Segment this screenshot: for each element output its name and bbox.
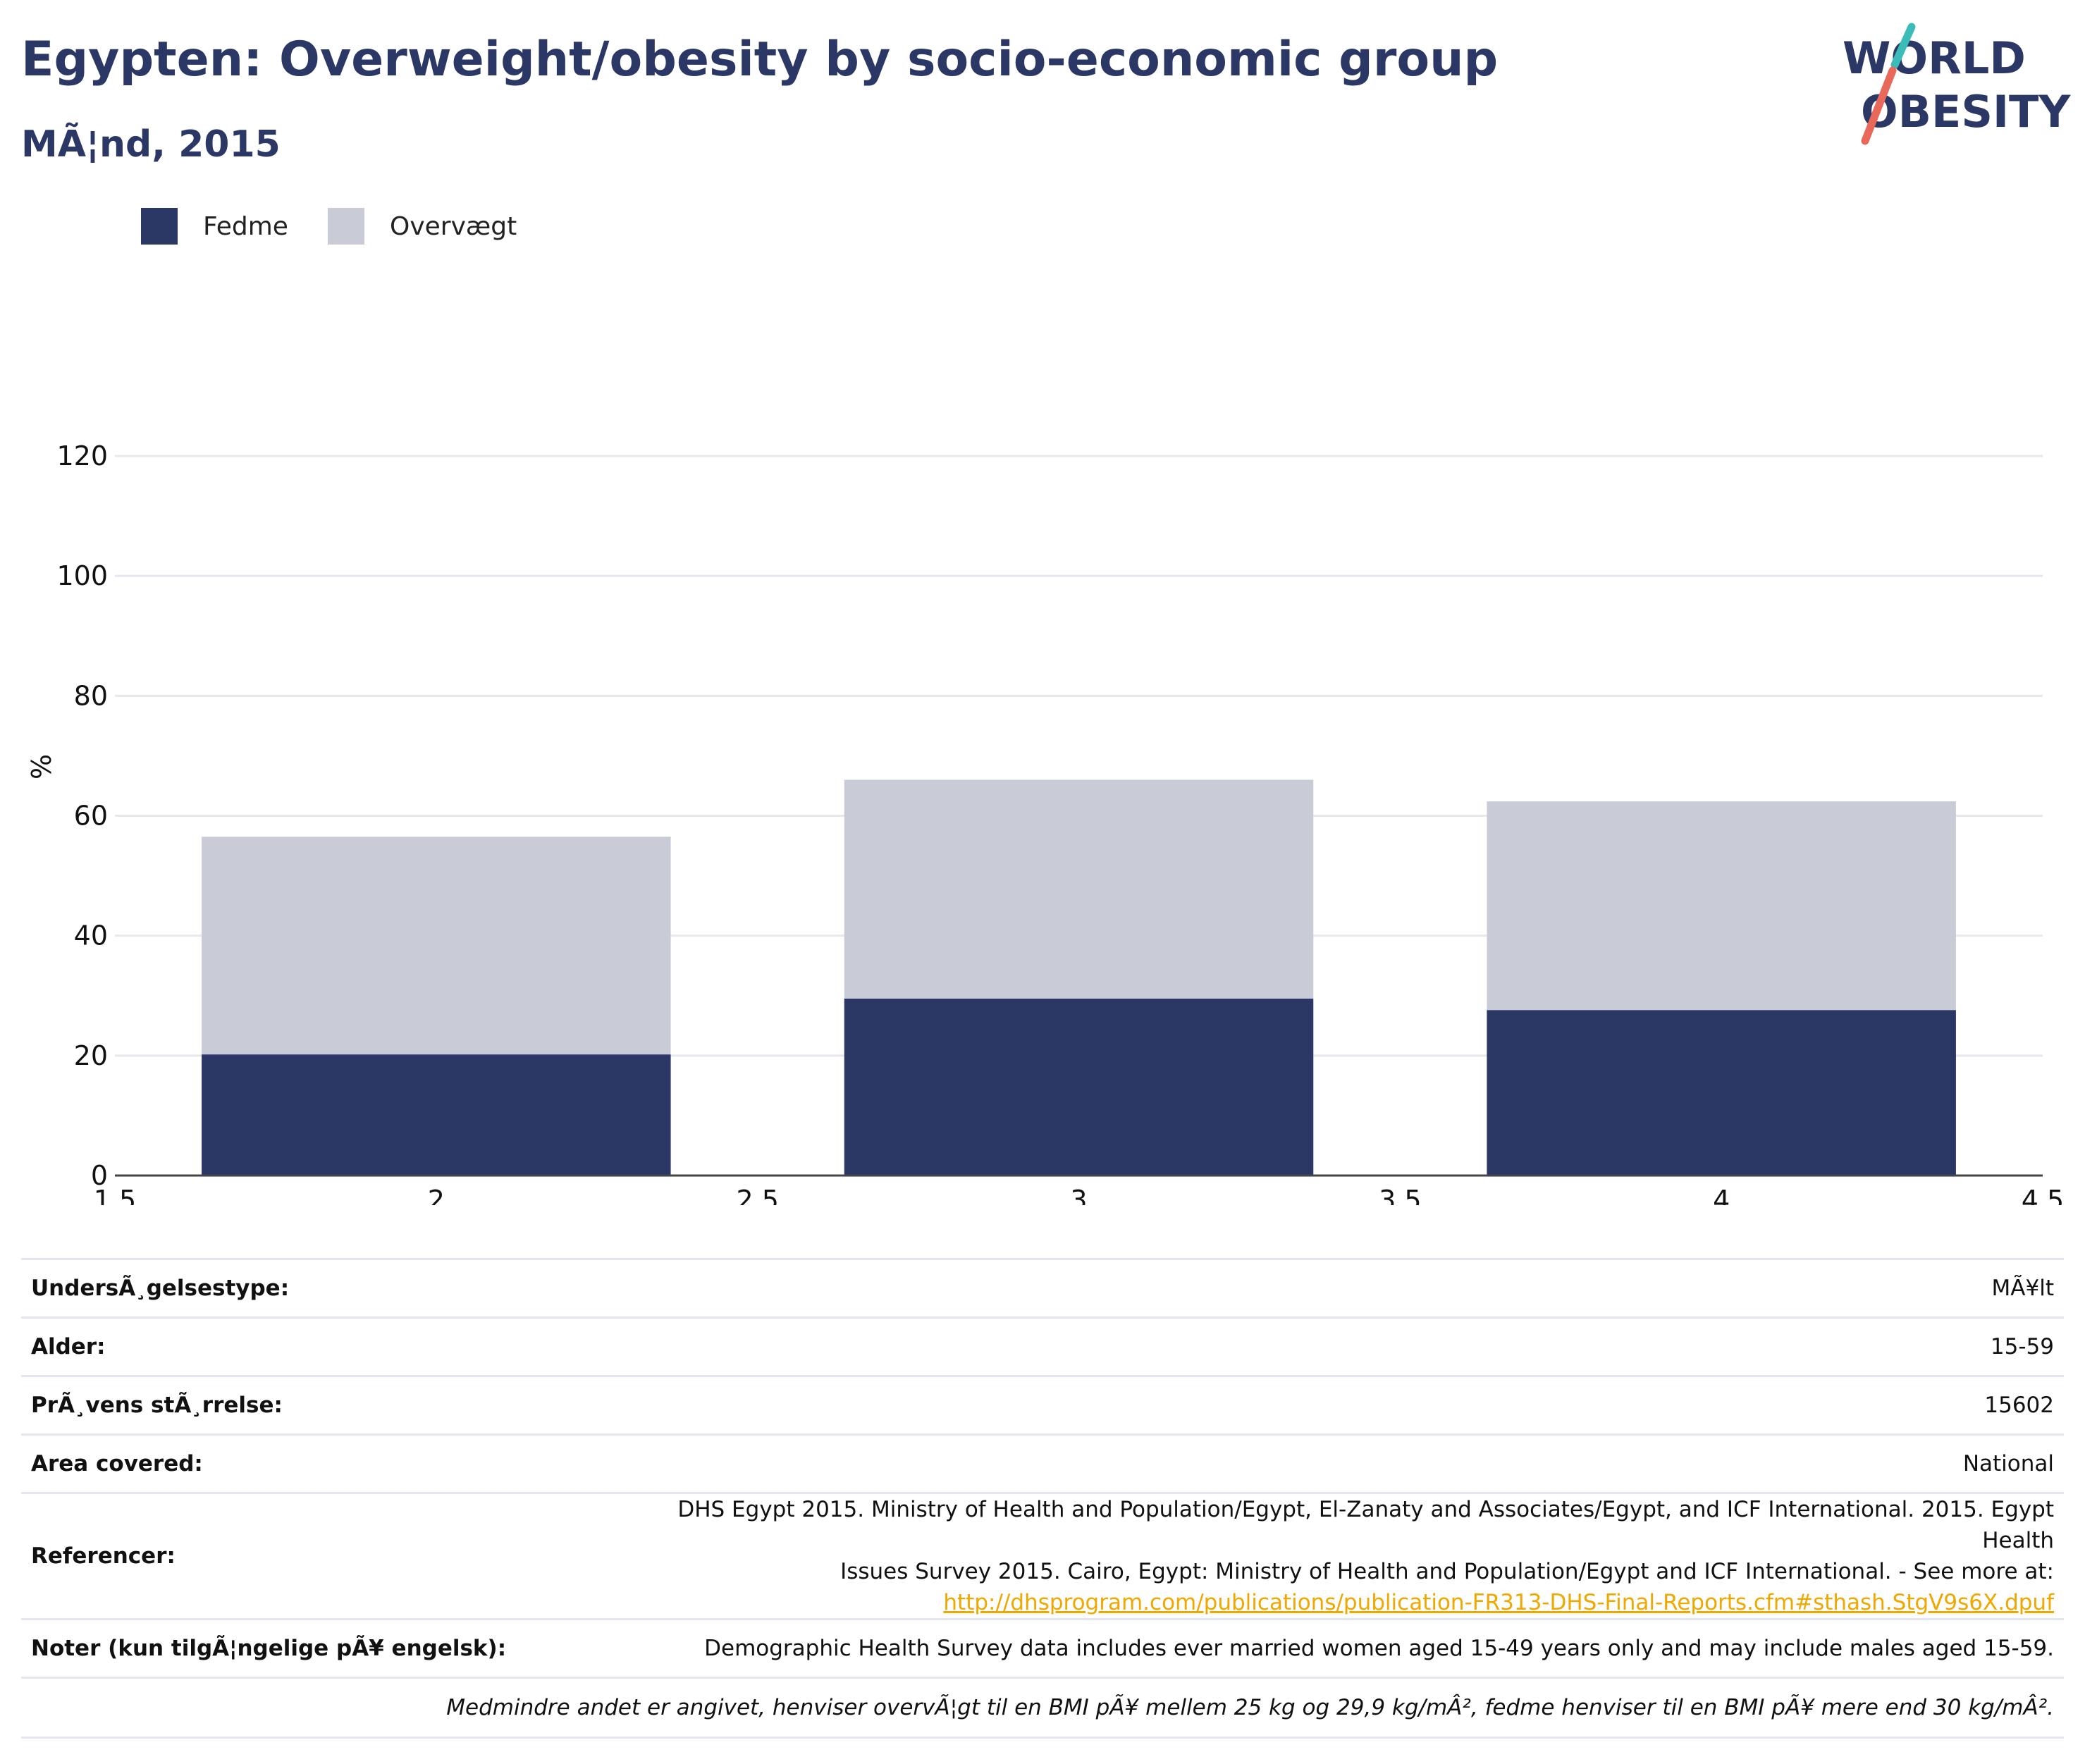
chart-subtitle: MÃ¦nd, 2015 bbox=[21, 123, 281, 166]
y-tick-label: 40 bbox=[74, 920, 108, 951]
info-row-age: Alder: 15-59 bbox=[21, 1316, 2064, 1376]
bar-fedme-4 bbox=[1487, 1010, 1956, 1176]
footnote-text: Medmindre andet er angivet, henviser ove… bbox=[21, 1677, 2064, 1739]
bar-fedme-2 bbox=[202, 1054, 671, 1176]
y-tick-label: 20 bbox=[74, 1040, 108, 1071]
info-value: 15-59 bbox=[619, 1316, 2064, 1376]
legend-label-overvaegt: Overvægt bbox=[390, 211, 517, 241]
axes: 0 20 40 60 80 100 120 1.5 2 2.5 3 3.5 4 4.5 bbox=[56, 440, 2064, 1205]
world-obesity-logo: WORLD OBESITY bbox=[1843, 23, 2071, 145]
references-link[interactable]: http://dhsprogram.com/publications/publi… bbox=[943, 1590, 2054, 1615]
info-row-area: Area covered: National bbox=[21, 1433, 2064, 1493]
y-tick-label: 0 bbox=[91, 1160, 108, 1191]
bar-overvgt-3 bbox=[844, 779, 1314, 999]
info-label: Alder: bbox=[21, 1316, 619, 1376]
info-row-footnote: Medmindre andet er angivet, henviser ove… bbox=[21, 1677, 2064, 1739]
references-value: DHS Egypt 2015. Ministry of Health and P… bbox=[619, 1492, 2064, 1620]
chart-title: Egypten: Overweight/obesity by socio-eco… bbox=[21, 32, 1499, 87]
info-value: 15602 bbox=[619, 1375, 2064, 1435]
y-tick-label: 80 bbox=[74, 680, 108, 711]
bars bbox=[202, 779, 1956, 1176]
legend-item-fedme[interactable]: Fedme bbox=[141, 208, 288, 245]
x-tick-label: 4.5 bbox=[2022, 1185, 2064, 1205]
info-value: National bbox=[619, 1433, 2064, 1493]
legend-swatch-overvaegt bbox=[328, 208, 364, 245]
info-label: Area covered: bbox=[21, 1433, 619, 1493]
info-row-sample-size: PrÃ¸vens stÃ¸rrelse: 15602 bbox=[21, 1375, 2064, 1435]
legend-label-fedme: Fedme bbox=[203, 211, 288, 241]
info-row-survey-type: UndersÃ¸gelsestype: MÃ¥lt bbox=[21, 1258, 2064, 1318]
x-tick-label: 3.5 bbox=[1379, 1185, 1421, 1205]
stacked-bar-chart: 0 20 40 60 80 100 120 1.5 2 2.5 3 3.5 4 4.5 % bbox=[26, 440, 2064, 1205]
references-text-line-1: DHS Egypt 2015. Ministry of Health and P… bbox=[677, 1497, 2054, 1553]
info-value: Demographic Health Survey data includes … bbox=[619, 1618, 2064, 1678]
info-row-references: Referencer: DHS Egypt 2015. Ministry of … bbox=[21, 1492, 2064, 1620]
y-tick-label: 60 bbox=[74, 801, 108, 832]
x-tick-label: 4 bbox=[1713, 1185, 1730, 1205]
info-label: Referencer: bbox=[21, 1492, 619, 1620]
info-row-notes: Noter (kun tilgÃ¦ngelige pÃ¥ engelsk): D… bbox=[21, 1618, 2064, 1678]
y-axis-label: % bbox=[26, 754, 57, 779]
x-tick-label: 2 bbox=[428, 1185, 445, 1205]
bar-overvgt-2 bbox=[202, 837, 671, 1055]
info-value: MÃ¥lt bbox=[619, 1258, 2064, 1318]
logo-slash-coral bbox=[1861, 66, 1897, 145]
bar-overvgt-4 bbox=[1487, 801, 1956, 1011]
info-label: UndersÃ¸gelsestype: bbox=[21, 1258, 619, 1318]
info-label: Noter (kun tilgÃ¦ngelige pÃ¥ engelsk): bbox=[21, 1618, 619, 1678]
x-tick-label: 3 bbox=[1070, 1185, 1087, 1205]
x-tick-label: 2.5 bbox=[736, 1185, 778, 1205]
x-tick-label: 1.5 bbox=[94, 1185, 136, 1205]
info-label: PrÃ¸vens stÃ¸rrelse: bbox=[21, 1375, 619, 1435]
legend-item-overvaegt[interactable]: Overvægt bbox=[328, 208, 517, 245]
references-text-line-2: Issues Survey 2015. Cairo, Egypt: Minist… bbox=[840, 1559, 2054, 1584]
bar-fedme-3 bbox=[844, 999, 1314, 1176]
legend-swatch-fedme bbox=[141, 208, 178, 245]
logo-word-1: WORLD bbox=[1843, 32, 2026, 84]
logo-word-2: OBESITY bbox=[1861, 86, 2071, 137]
y-tick-label: 100 bbox=[56, 560, 108, 591]
logo-slash-teal bbox=[1890, 23, 1916, 69]
survey-info-table: UndersÃ¸gelsestype: MÃ¥lt Alder: 15-59 P… bbox=[21, 1258, 2064, 1739]
y-tick-label: 120 bbox=[56, 440, 108, 471]
